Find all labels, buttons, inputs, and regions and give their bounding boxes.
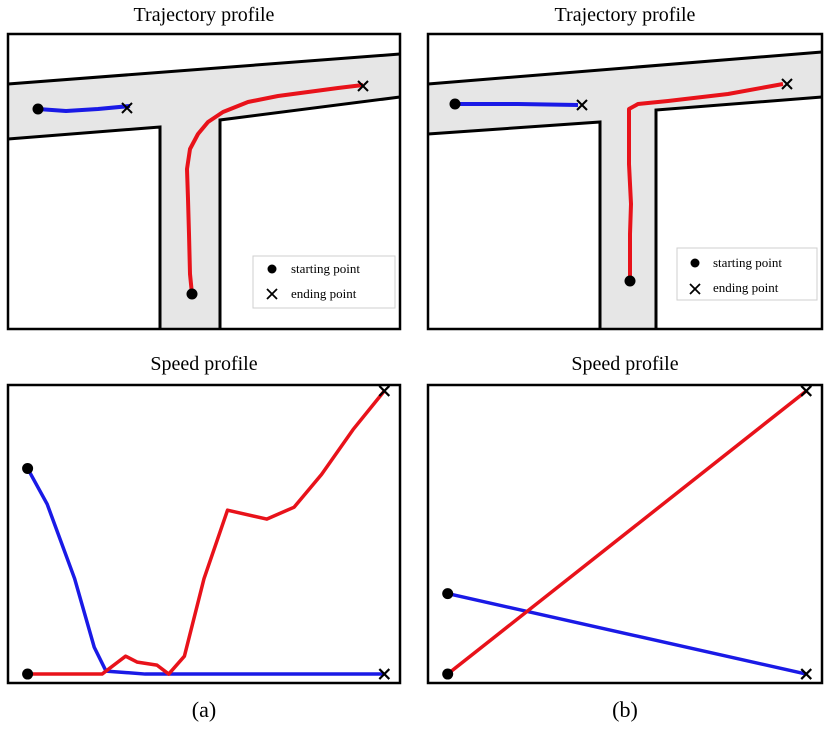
red-trajectory-line (627, 82, 784, 280)
blue-end-marker (378, 668, 391, 680)
wall-left-bottom (427, 120, 602, 329)
red-start-marker (624, 275, 636, 287)
plot-frame (426, 32, 824, 331)
title-b-top: Trajectory profile (554, 4, 696, 26)
title-a-top: Trajectory profile (133, 4, 275, 26)
legend-end-icon (266, 288, 278, 300)
legend-start-icon (267, 264, 277, 274)
plot-frame (6, 32, 402, 331)
red-end-marker (378, 385, 391, 397)
red-end-marker (357, 80, 369, 92)
trajectory-plot-a: starting point ending point (6, 32, 402, 331)
trajectory-plot-b: starting point ending point (426, 32, 824, 331)
blue-trajectory-line (37, 104, 131, 113)
title-b-bottom: Speed profile (571, 353, 679, 375)
wall-top (427, 50, 823, 86)
blue-start-marker (449, 98, 461, 110)
legend-end-label: ending point (713, 280, 779, 295)
red-start-marker (186, 288, 198, 300)
wall-right-bottom (654, 95, 823, 329)
plot-frame (6, 383, 402, 685)
legend-start-icon (690, 258, 700, 268)
caption-a: (a) (191, 697, 217, 722)
title-a-bottom: Speed profile (150, 353, 258, 375)
blue-end-marker (800, 668, 813, 680)
legend-end-label: ending point (291, 286, 357, 301)
blue-speed-line (447, 591, 807, 676)
legend: starting point ending point (676, 247, 818, 301)
corridor-area (8, 54, 400, 329)
wall-right-bottom (218, 95, 401, 329)
blue-start-marker (22, 462, 34, 474)
blue-start-marker (442, 588, 454, 600)
corridor-area (428, 52, 822, 329)
legend-end-icon (689, 283, 701, 295)
legend-start-label: starting point (713, 255, 782, 270)
blue-end-marker (576, 99, 588, 111)
red-end-marker (800, 385, 813, 397)
legend: starting point ending point (252, 255, 396, 309)
red-start-marker (22, 668, 34, 680)
blue-speed-line (26, 467, 385, 676)
speed-plot-a (6, 383, 402, 685)
blue-end-marker (121, 102, 133, 114)
speed-plot-b (426, 383, 824, 685)
red-speed-line (27, 389, 386, 676)
plot-frame (426, 383, 824, 685)
red-speed-line (446, 389, 808, 676)
red-trajectory-line (185, 83, 364, 295)
caption-b: (b) (612, 697, 638, 722)
blue-trajectory-line (455, 102, 579, 107)
red-start-marker (442, 668, 454, 680)
wall-top (7, 52, 401, 86)
legend-start-label: starting point (291, 261, 360, 276)
red-end-marker (781, 78, 793, 90)
blue-start-marker (32, 103, 44, 115)
wall-left-bottom (7, 125, 162, 329)
